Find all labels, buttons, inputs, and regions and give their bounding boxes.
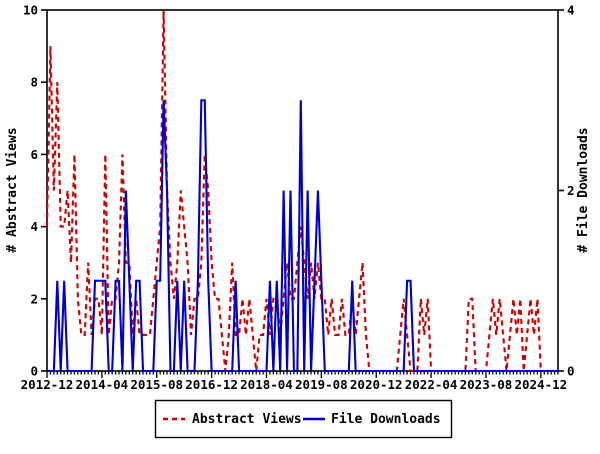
x-axis-tick-label: 2024-12 <box>515 377 568 392</box>
legend: Abstract Views File Downloads <box>154 399 453 439</box>
x-axis-tick-label: 2014-04 <box>76 377 129 392</box>
left-axis-tick-label: 8 <box>30 75 38 90</box>
x-axis-ticks: 2012-12 2014-04 2015-08 2016-12 2018-04 2019-… <box>21 371 568 392</box>
x-axis-tick-label: 2022-04 <box>405 377 458 392</box>
left-axis-tick-label: 10 <box>23 3 38 18</box>
x-axis-tick-label: 2015-08 <box>130 377 183 392</box>
left-axis-tick-label: 4 <box>30 219 38 234</box>
right-axis-tick-label: 2 <box>567 183 575 198</box>
left-axis-tick-label: 2 <box>30 291 38 306</box>
left-axis-tick-label: 6 <box>30 147 38 162</box>
left-axis-ticks: 0 2 4 6 8 10 <box>23 3 47 379</box>
x-axis-tick-label: 2012-12 <box>21 377 74 392</box>
right-axis-tick-label: 0 <box>567 364 575 379</box>
right-axis-tick-label: 4 <box>567 3 575 18</box>
left-axis-title: # Abstract Views <box>5 127 20 252</box>
x-axis-tick-label: 2020-12 <box>350 377 403 392</box>
file-downloads-line <box>47 99 558 373</box>
left-axis-tick-label: 0 <box>30 364 38 379</box>
abstract-views-legend-label: Abstract Views <box>192 412 302 427</box>
x-axis-tick-label: 2023-08 <box>460 377 513 392</box>
file-downloads-legend-label: File Downloads <box>331 412 441 427</box>
x-axis-tick-label: 2018-04 <box>240 377 293 392</box>
data-series-lines <box>45 9 558 373</box>
x-axis-tick-label: 2016-12 <box>185 377 238 392</box>
right-axis-title: # File Downloads <box>576 127 591 252</box>
right-axis-ticks: 0 2 4 <box>558 3 575 379</box>
x-axis-tick-label: 2019-08 <box>295 377 348 392</box>
